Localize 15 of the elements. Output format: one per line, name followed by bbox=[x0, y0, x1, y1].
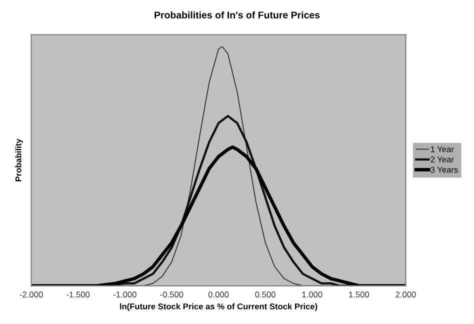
legend-label: 1 Year bbox=[430, 146, 454, 152]
y-axis-title: Probability bbox=[15, 138, 23, 182]
legend-label: 3 Years bbox=[430, 166, 458, 173]
x-axis-title: ln(Future Stock Price as % of Current Stock Price) bbox=[120, 303, 318, 312]
x-tick-label: 2.000 bbox=[396, 292, 416, 298]
x-tick-label: 0.500 bbox=[255, 292, 276, 298]
x-tick-label: -1.000 bbox=[113, 292, 136, 298]
x-tick-label: -2.000 bbox=[20, 292, 43, 298]
x-tick-label: -0.500 bbox=[160, 292, 184, 298]
x-tick-label: 1.000 bbox=[302, 292, 322, 298]
x-tick-label: 0.000 bbox=[208, 292, 229, 298]
legend-label: 2 Year bbox=[430, 156, 454, 162]
chart-title: Probabilities of In's of Future Prices bbox=[154, 11, 320, 18]
x-tick-label: -1.500 bbox=[66, 292, 90, 298]
x-tick-label: 1.500 bbox=[349, 292, 370, 298]
